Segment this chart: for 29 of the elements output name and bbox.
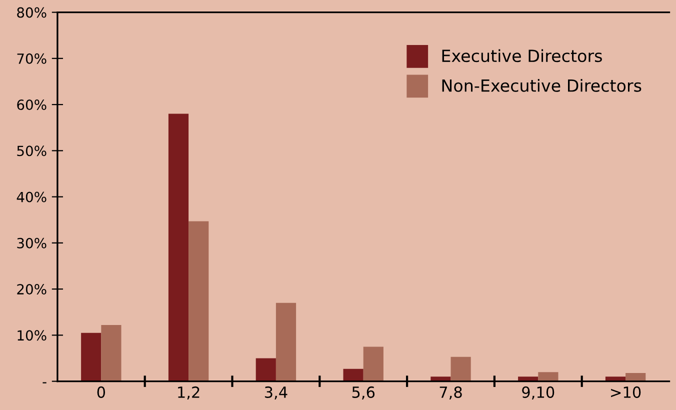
bar [101, 325, 122, 382]
y-tick-label: 50% [17, 146, 46, 156]
bar [538, 372, 558, 382]
legend-label: Executive Directors [442, 49, 602, 62]
y-tick-label: 80% [17, 7, 46, 18]
x-tick-label: 3,4 [264, 386, 288, 400]
bar [81, 332, 102, 382]
y-tick-label: 70% [17, 53, 46, 64]
bar [188, 221, 209, 382]
bar [626, 372, 646, 382]
y-tick-label: 30% [17, 238, 46, 248]
y-tick-label: 60% [17, 100, 46, 110]
bar [168, 114, 189, 382]
x-tick-label: 9,10 [522, 386, 554, 400]
bar [343, 368, 364, 382]
x-tick-label: >10 [611, 386, 641, 398]
legend-label: Non-Executive Directors [442, 79, 642, 92]
x-tick-label: 5,6 [352, 386, 375, 400]
x-tick-label: 7,8 [440, 386, 462, 400]
bar [276, 302, 296, 382]
y-tick-label: - [42, 382, 46, 384]
y-tick-label: 40% [16, 192, 46, 202]
x-tick-label: 1,2 [178, 386, 200, 400]
bar [450, 356, 471, 382]
bar [256, 358, 276, 382]
y-tick-label: 20% [17, 284, 46, 295]
bar [363, 346, 384, 382]
y-tick-label: 10% [18, 330, 46, 341]
x-tick-label: 0 [97, 386, 106, 398]
